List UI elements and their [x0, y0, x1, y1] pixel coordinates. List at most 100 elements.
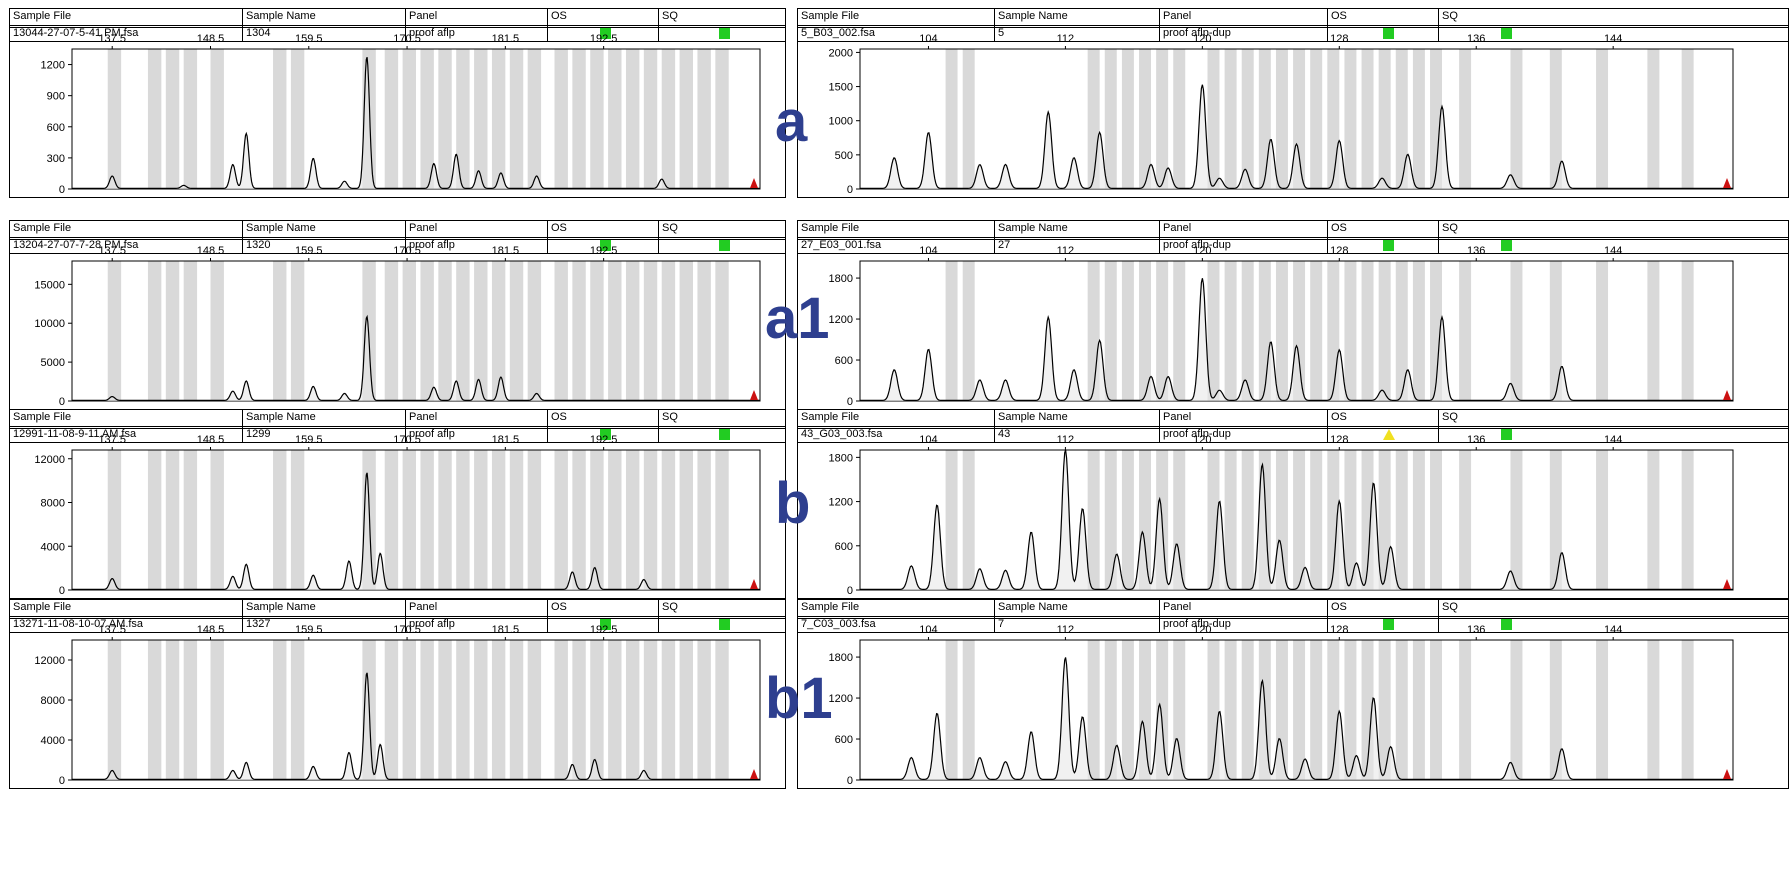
- x-tick-label: 144: [1604, 624, 1622, 636]
- bin-band: [1258, 49, 1271, 189]
- x-tick-label: 159.5: [295, 245, 323, 257]
- bin-band: [165, 49, 180, 189]
- header-sample_file: Sample File: [801, 222, 860, 234]
- bin-band: [1224, 640, 1237, 780]
- cell-sample_file: 7_C03_003.fsa: [801, 618, 876, 630]
- header-sq: SQ: [658, 9, 785, 25]
- x-tick-label: 112: [1057, 245, 1075, 257]
- cell-sample_name: 7: [994, 617, 1159, 633]
- left-panel-3: Sample File Sample Name Panel OS SQ 13271-11-…: [9, 599, 786, 789]
- right-panel-1: Sample File Sample Name Panel OS SQ 27_E03_00…: [797, 220, 1789, 410]
- end-marker-icon: [1723, 178, 1731, 188]
- label-a1: a1: [765, 286, 830, 351]
- os-status-indicator: [1327, 26, 1438, 42]
- bin-band: [1207, 640, 1220, 780]
- bin-band: [1378, 640, 1391, 780]
- bin-band: [183, 49, 198, 189]
- bin-band: [527, 261, 542, 401]
- bin-band: [1224, 49, 1237, 189]
- header-row: Sample File Sample Name Panel OS SQ: [10, 410, 785, 427]
- bin-band: [1156, 261, 1169, 401]
- cell-sample_name: 5: [994, 26, 1159, 42]
- electropherogram-plot: 104 112 120 128 136 144 0 600 1200 1800: [797, 618, 1789, 789]
- header-sample_file: Sample File: [13, 222, 72, 234]
- x-tick-label: 192.5: [590, 245, 618, 257]
- electropherogram-svg: 104 112 120 128 136 144 0 600 1200 1800: [829, 245, 1734, 408]
- bin-band: [290, 640, 305, 780]
- bin-band: [290, 450, 305, 590]
- y-tick-label: 1800: [829, 452, 853, 464]
- bin-band: [1344, 450, 1357, 590]
- bin-band: [1378, 261, 1391, 401]
- bin-band: [1378, 49, 1391, 189]
- bin-band: [1275, 49, 1288, 189]
- bin-band: [1121, 261, 1134, 401]
- header-sample_name: Sample Name: [994, 9, 1159, 25]
- bin-band: [715, 450, 729, 590]
- x-tick-label: 104: [919, 33, 937, 45]
- y-tick-label: 0: [847, 775, 853, 787]
- bin-band: [1327, 261, 1340, 401]
- bin-band: [1510, 450, 1523, 590]
- y-tick-label: 500: [835, 150, 853, 162]
- bin-band: [1647, 450, 1660, 590]
- cell-panel: proof aflp-dup: [1159, 617, 1327, 633]
- y-tick-label: 1200: [829, 314, 853, 326]
- bin-band: [1327, 49, 1340, 189]
- warning-triangle-icon: [1383, 429, 1395, 440]
- header-sq: SQ: [1438, 600, 1788, 616]
- trace-fill: [860, 278, 1733, 401]
- bin-band: [1139, 450, 1151, 590]
- bin-band: [438, 49, 452, 189]
- bin-band: [1104, 640, 1117, 780]
- bin-band: [1395, 450, 1408, 590]
- bin-band: [147, 450, 162, 590]
- bin-band: [1224, 261, 1237, 401]
- bin-band: [590, 450, 604, 590]
- sample-row: 7_C03_003.fsa 7 proof aflp-dup: [798, 617, 1788, 633]
- sq-status-indicator: [658, 238, 785, 254]
- bin-band: [1596, 261, 1609, 401]
- bin-band: [590, 640, 604, 780]
- bin-band: [625, 640, 640, 780]
- cell-sample_file: 27_E03_001.fsa: [801, 239, 882, 251]
- y-tick-label: 1000: [829, 116, 853, 128]
- bin-band: [402, 49, 416, 189]
- x-tick-label: 120: [1193, 624, 1211, 636]
- bin-band: [1310, 261, 1323, 401]
- cell-panel: proof aflp-dup: [1159, 427, 1327, 443]
- bin-band: [165, 450, 180, 590]
- sample-row: 13044-27-07-5-41 PM.fsa 1304 proof aflp: [10, 26, 785, 42]
- bin-band: [1293, 49, 1306, 189]
- y-tick-label: 8000: [41, 695, 65, 707]
- bin-band: [1510, 49, 1523, 189]
- bin-band: [1310, 640, 1323, 780]
- right-panel-0: Sample File Sample Name Panel OS SQ 5_B03_002…: [797, 8, 1789, 198]
- x-tick-label: 159.5: [295, 33, 323, 45]
- header-panel: Panel: [405, 410, 547, 426]
- bin-band: [474, 49, 488, 189]
- x-tick-label: 104: [919, 245, 937, 257]
- x-tick-label: 128: [1330, 245, 1348, 257]
- x-tick-label: 181.5: [492, 434, 520, 446]
- bin-band: [1293, 261, 1306, 401]
- cell-panel: proof aflp-dup: [1159, 238, 1327, 254]
- header-sq: SQ: [1438, 410, 1788, 426]
- sq-status-indicator: [658, 427, 785, 443]
- y-tick-label: 600: [835, 734, 853, 746]
- bin-band: [945, 450, 958, 590]
- bin-band: [273, 49, 287, 189]
- bin-band: [509, 261, 524, 401]
- status-square-icon: [600, 619, 611, 630]
- end-marker-icon: [1723, 579, 1731, 589]
- bin-band: [1241, 450, 1254, 590]
- sample-row: 27_E03_001.fsa 27 proof aflp-dup: [798, 238, 1788, 254]
- bin-band: [679, 640, 693, 780]
- bin-band: [608, 49, 622, 189]
- bin-band: [590, 49, 604, 189]
- header-os: OS: [1327, 410, 1438, 426]
- bin-band: [1459, 261, 1472, 401]
- status-square-icon: [600, 429, 611, 440]
- sq-status-indicator: [1438, 26, 1788, 42]
- bin-band: [210, 261, 224, 401]
